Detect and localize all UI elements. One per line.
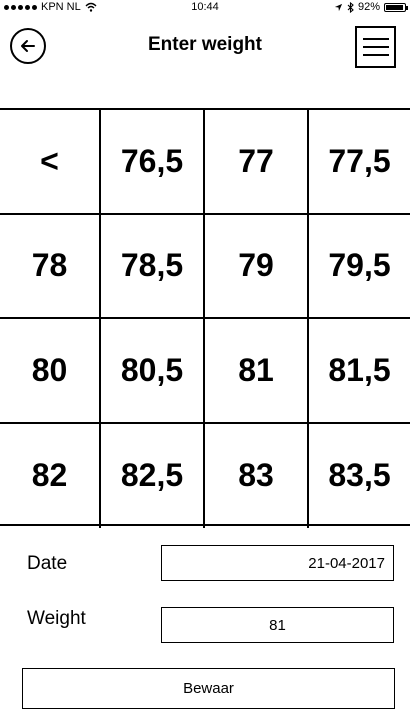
key-79-5[interactable]: 79,5 — [309, 215, 410, 319]
status-bar: KPN NL 10:44 92% — [0, 0, 410, 16]
bluetooth-icon — [347, 1, 354, 13]
battery-percentage: 92% — [357, 1, 380, 13]
key-76-5[interactable]: 76,5 — [101, 110, 205, 215]
menu-line-icon — [362, 54, 389, 56]
menu-button[interactable] — [355, 26, 396, 68]
key-80[interactable]: 80 — [0, 319, 101, 424]
status-time: 10:44 — [191, 1, 219, 13]
header: Enter weight — [0, 20, 410, 80]
key-82-5[interactable]: 82,5 — [101, 423, 205, 528]
key-83-5[interactable]: 83,5 — [328, 457, 391, 494]
status-left: KPN NL — [4, 0, 97, 14]
key-81[interactable]: 81 — [205, 319, 309, 424]
signal-strength-icon — [4, 4, 37, 10]
key-81-5[interactable]: 81,5 — [309, 319, 410, 424]
wifi-icon — [85, 2, 97, 12]
key-backspace[interactable]: < — [0, 110, 101, 215]
menu-line-icon — [362, 38, 389, 40]
weight-keypad: < 76,5 77 77,5 78 78,5 79 79,5 80 80,5 8… — [0, 108, 410, 528]
back-arrow-icon — [21, 40, 35, 52]
key-78[interactable]: 78 — [0, 214, 101, 319]
date-label: Date — [27, 553, 68, 574]
back-button[interactable] — [10, 28, 46, 64]
menu-line-icon — [362, 46, 389, 48]
key-80-5[interactable]: 80,5 — [101, 319, 205, 424]
weight-field[interactable]: 81 — [161, 607, 394, 643]
battery-fill — [386, 4, 403, 10]
page-title: Enter weight — [147, 34, 262, 55]
key-78-5[interactable]: 78,5 — [101, 214, 205, 319]
key-77-5[interactable]: 77,5 — [309, 110, 410, 215]
carrier-name: KPN NL — [41, 1, 81, 13]
key-83[interactable]: 83 — [205, 423, 309, 528]
location-arrow-icon — [334, 3, 343, 11]
status-right: 92% — [334, 0, 408, 14]
key-82[interactable]: 82 — [0, 423, 101, 528]
save-button[interactable]: Bewaar — [22, 668, 395, 709]
battery-icon — [384, 2, 408, 12]
key-77[interactable]: 77 — [205, 110, 309, 215]
date-field[interactable]: 21-04-2017 — [161, 545, 394, 581]
key-79[interactable]: 79 — [205, 214, 309, 319]
weight-label: Weight — [27, 608, 86, 629]
